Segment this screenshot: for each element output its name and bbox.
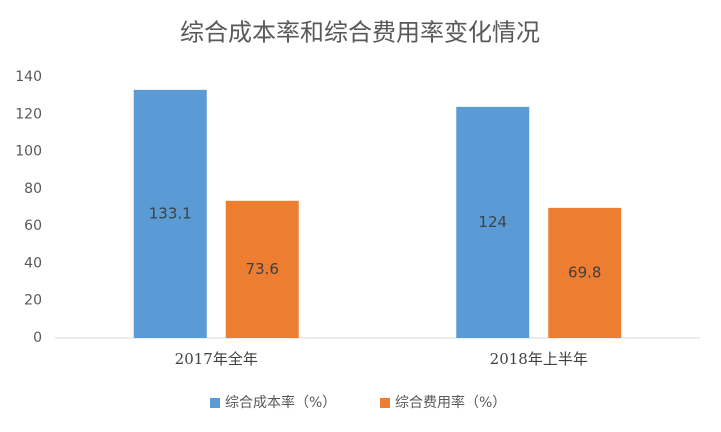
y-tick-label: 80 (24, 181, 42, 197)
y-tick-label: 60 (24, 218, 42, 234)
bar (225, 200, 299, 338)
y-tick-label: 100 (15, 144, 42, 160)
y-tick-label: 140 (15, 69, 42, 85)
x-tick-label: 2017年全年 (175, 350, 258, 368)
data-label: 69.8 (568, 263, 601, 281)
y-tick-label: 120 (15, 106, 42, 122)
data-label: 133.1 (149, 204, 192, 222)
bar (456, 106, 530, 338)
legend-swatch (210, 398, 220, 408)
legend-label: 综合成本率（%） (225, 394, 336, 411)
data-label: 73.6 (246, 260, 279, 278)
legend-swatch (380, 398, 390, 408)
legend-label: 综合费用率（%） (395, 394, 506, 411)
bar (133, 89, 207, 338)
y-tick-label: 40 (24, 255, 42, 271)
y-tick-label: 20 (24, 293, 42, 309)
x-tick-label: 2018年上半年 (490, 350, 588, 368)
chart-title: 综合成本率和综合费用率变化情况 (180, 19, 540, 47)
bar (548, 207, 622, 338)
data-label: 124 (478, 213, 507, 231)
y-tick-label: 0 (33, 330, 42, 346)
